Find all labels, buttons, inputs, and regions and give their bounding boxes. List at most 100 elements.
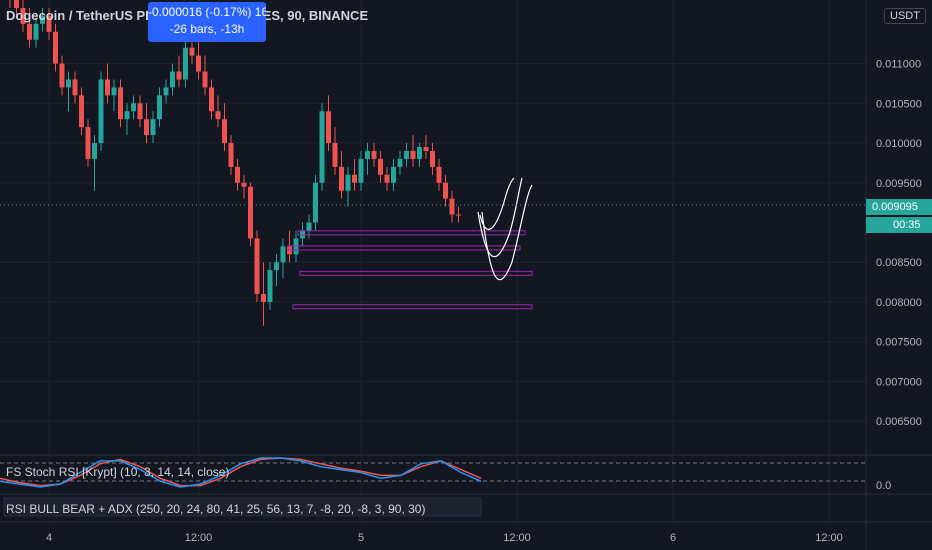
stoch-k-line bbox=[0, 457, 482, 488]
candle-body bbox=[196, 55, 201, 72]
price-tick-label: 0.008500 bbox=[876, 257, 922, 269]
last-price-tag: 0.009095 bbox=[866, 199, 932, 215]
candle-body bbox=[332, 143, 338, 167]
freehand-stroke-1 bbox=[479, 177, 515, 230]
candle-body bbox=[105, 79, 110, 96]
candle-body bbox=[339, 166, 344, 191]
stoch-rsi-label[interactable]: FS Stoch RSI [Krypt] (10, 3, 14, 14, clo… bbox=[6, 465, 230, 479]
candle-body bbox=[118, 87, 123, 120]
time-axis[interactable]: 4 12:00 5 12:00 6 12:00 bbox=[0, 521, 932, 544]
candle-body bbox=[79, 95, 84, 128]
price-tick-label: 0.007500 bbox=[876, 337, 922, 349]
candle-body bbox=[209, 87, 214, 112]
rsi-adx-label[interactable]: RSI BULL BEAR + ADX (250, 20, 24, 80, 41… bbox=[6, 502, 426, 516]
candle-body bbox=[137, 103, 143, 120]
candle-body bbox=[417, 147, 422, 159]
support-zone bbox=[299, 270, 533, 276]
stoch-axis-value: 0.0 bbox=[876, 480, 891, 492]
stoch-rsi-pane: 0.0 bbox=[0, 454, 932, 492]
currency-badge[interactable]: USDT bbox=[884, 8, 926, 24]
price-tick-label: 0.009500 bbox=[876, 178, 922, 190]
time-tick-label: 12:00 bbox=[185, 532, 213, 544]
candle-body bbox=[85, 127, 91, 159]
candle-body bbox=[14, 0, 19, 8]
candle-body bbox=[410, 150, 416, 159]
support-zone bbox=[287, 245, 521, 251]
price-tick-label: 0.011000 bbox=[876, 59, 921, 71]
candle-body bbox=[248, 186, 253, 239]
candle-body bbox=[306, 222, 312, 231]
candle-body bbox=[391, 166, 396, 183]
candle-body bbox=[150, 119, 156, 136]
candle-body bbox=[261, 294, 266, 302]
candle-body bbox=[176, 71, 182, 80]
time-tick-label: 4 bbox=[46, 532, 52, 544]
candle-body bbox=[365, 150, 370, 159]
price-tick-label: 0.007000 bbox=[876, 376, 922, 388]
price-axis[interactable]: 0.011000 0.010500 0.010000 0.009500 0.008500… bbox=[865, 0, 922, 550]
candle-body bbox=[254, 238, 260, 295]
candle-body bbox=[423, 147, 429, 151]
rsi-adx-pane bbox=[0, 493, 932, 517]
price-tick-label: 0.006500 bbox=[876, 416, 922, 428]
candle-body bbox=[72, 79, 78, 96]
price-tick-label: 0.010000 bbox=[876, 138, 922, 150]
candle-body bbox=[436, 166, 442, 183]
candle-body bbox=[33, 23, 39, 40]
candle-body bbox=[92, 143, 97, 159]
candle-body bbox=[189, 47, 195, 56]
time-tick-label: 12:00 bbox=[815, 532, 843, 544]
grid-lines bbox=[0, 0, 866, 522]
candle-body bbox=[157, 95, 162, 120]
candle-body bbox=[98, 79, 104, 144]
candle-body bbox=[404, 150, 409, 159]
candle-body bbox=[183, 47, 188, 80]
candle-body bbox=[124, 111, 130, 120]
candle-body bbox=[144, 119, 149, 136]
support-zone bbox=[297, 230, 526, 236]
candle-body bbox=[274, 262, 279, 271]
candle-body bbox=[371, 150, 377, 159]
candle-body bbox=[235, 166, 240, 183]
candle-body bbox=[267, 270, 273, 302]
candle-body bbox=[456, 214, 461, 216]
candle-body bbox=[202, 71, 208, 88]
candle-body bbox=[40, 15, 45, 24]
support-zone bbox=[292, 304, 533, 310]
candle-body bbox=[319, 111, 325, 183]
candle-body bbox=[53, 31, 58, 64]
candle-body bbox=[352, 174, 357, 183]
candle-body bbox=[111, 87, 117, 96]
candle-body bbox=[27, 23, 32, 40]
freehand-drawings bbox=[477, 177, 533, 281]
time-tick-label: 12:00 bbox=[503, 532, 531, 544]
rsi-adx-strip bbox=[3, 497, 482, 517]
candle-body bbox=[384, 174, 390, 183]
candle-body bbox=[280, 246, 286, 263]
candle-body bbox=[46, 15, 52, 32]
candle-body bbox=[66, 79, 71, 88]
countdown-tag: 00:35 bbox=[866, 217, 932, 233]
measure-bar-count: -26 bars, -13h bbox=[169, 22, 245, 36]
candle-body bbox=[443, 182, 448, 199]
candle-body bbox=[397, 158, 403, 167]
time-tick-label: 5 bbox=[358, 532, 364, 544]
candle-body bbox=[378, 158, 383, 175]
candle-body bbox=[163, 87, 169, 96]
candle-body bbox=[170, 71, 175, 88]
candle-body bbox=[228, 143, 234, 167]
price-tick-label: 0.008000 bbox=[876, 297, 922, 309]
freehand-stroke-3 bbox=[481, 184, 533, 281]
candle-body bbox=[241, 182, 247, 187]
candle-body bbox=[131, 103, 136, 112]
candle-body bbox=[20, 7, 26, 24]
candle-body bbox=[215, 111, 221, 120]
time-tick-label: 6 bbox=[670, 532, 676, 544]
candle-body bbox=[59, 63, 65, 88]
price-tick-label: 0.010500 bbox=[876, 98, 922, 110]
candle-body bbox=[222, 119, 227, 144]
candle-body bbox=[345, 174, 351, 191]
candle-body bbox=[449, 198, 455, 215]
horizontal-zones bbox=[287, 230, 533, 310]
